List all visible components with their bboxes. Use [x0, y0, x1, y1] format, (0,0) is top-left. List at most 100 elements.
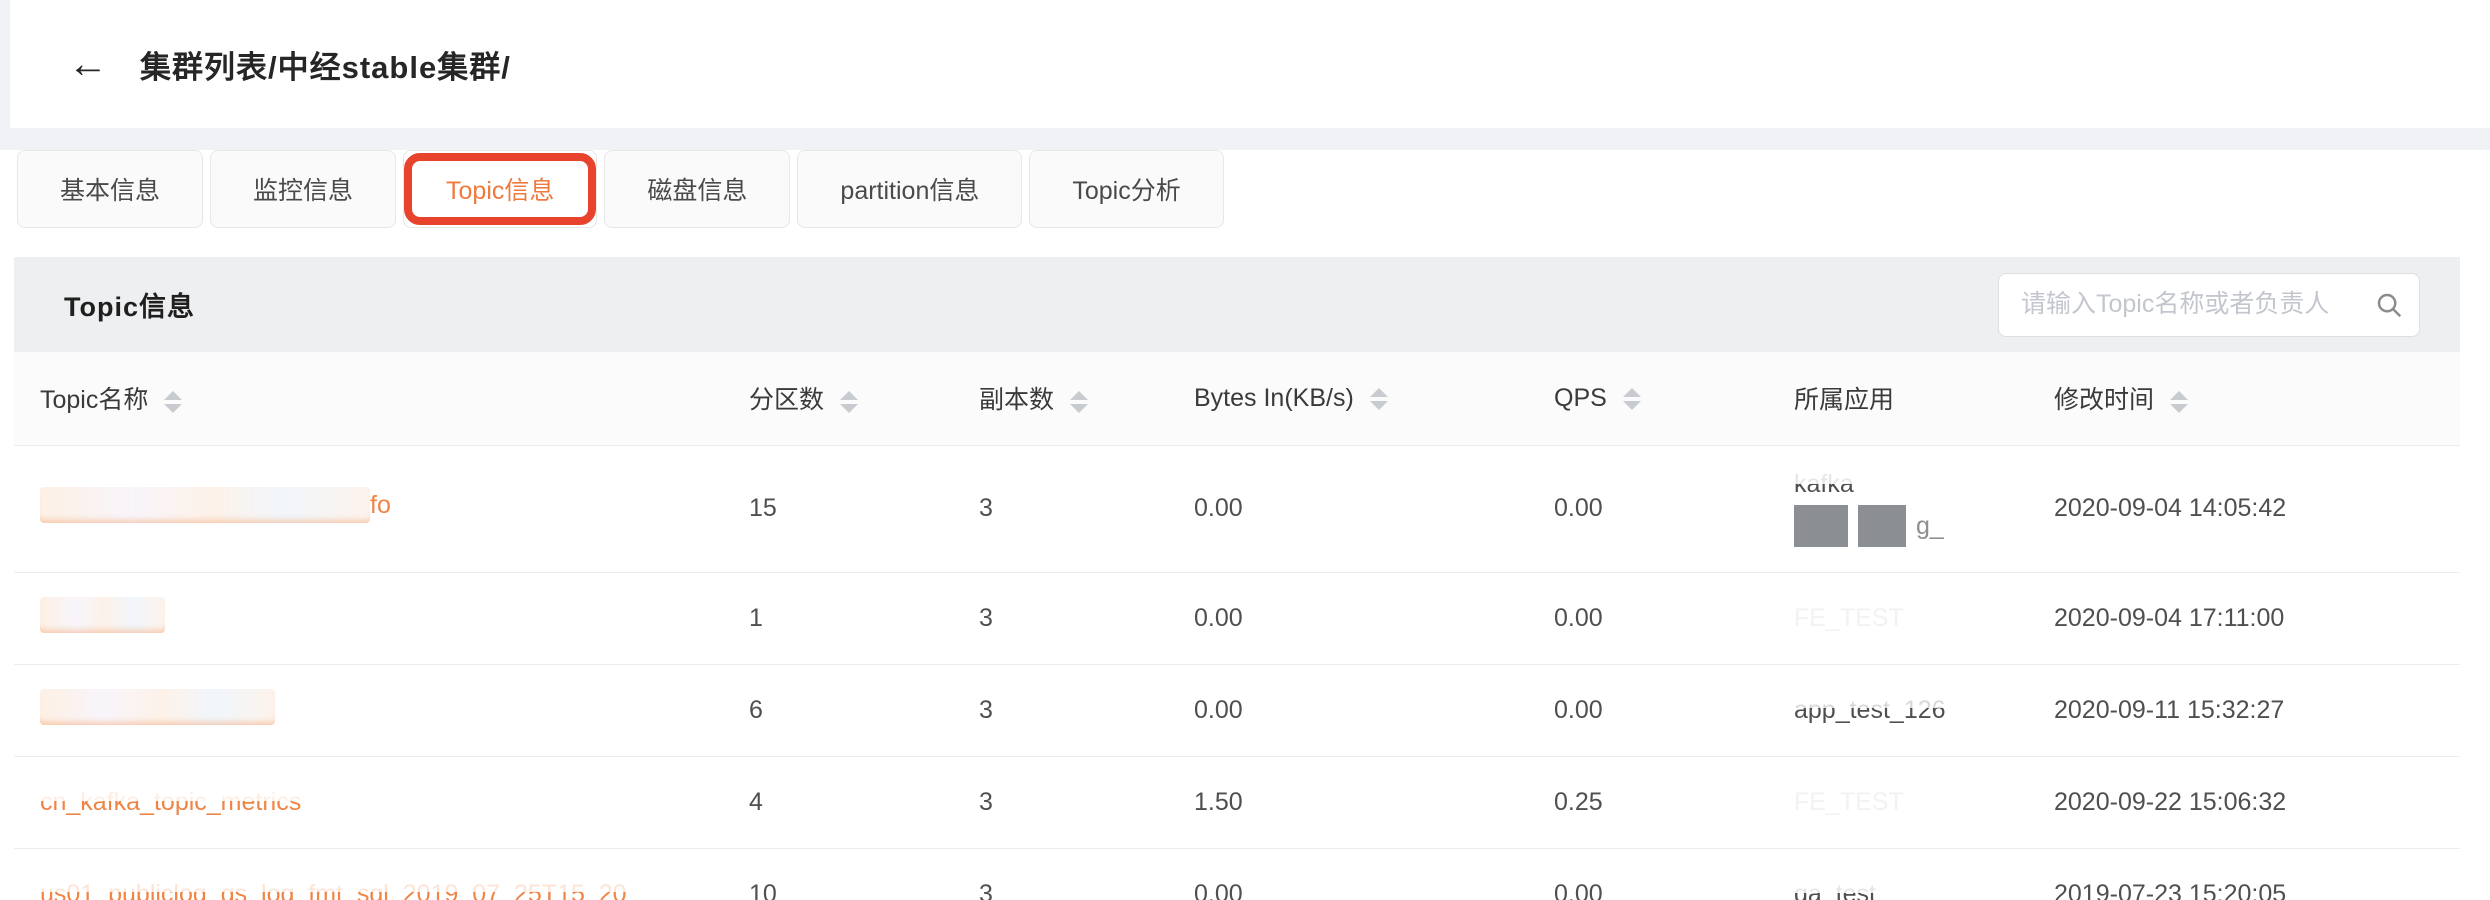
- table-row: cn_kafka_topic_metrics 4 3 1.50 0.25 FE_TEST 2…: [14, 756, 2460, 849]
- redaction-block: [1794, 505, 1848, 547]
- app-cell: app_test_126: [1774, 664, 2034, 757]
- replicas-cell: 3: [959, 572, 1174, 665]
- search-icon[interactable]: [2374, 290, 2404, 320]
- tabs-bar: 基本信息 监控信息 Topic信息 磁盘信息 partition信息 Topic分析: [0, 150, 2490, 228]
- app-name: FE_TEST: [1788, 600, 1910, 632]
- topic-link[interactable]: [40, 596, 165, 633]
- left-gutter: [0, 0, 10, 150]
- column-header-1[interactable]: 分区数: [729, 352, 959, 446]
- partitions-cell: 15: [729, 445, 959, 573]
- sort-icon[interactable]: [1070, 390, 1089, 413]
- column-header-6[interactable]: 修改时间: [2034, 352, 2460, 446]
- topic-name-cell: [14, 664, 729, 757]
- column-label: Bytes In(KB/s): [1194, 383, 1354, 412]
- topic-link[interactable]: cn_kafka_topic_metrics: [33, 781, 308, 817]
- partitions-cell: 4: [729, 756, 959, 849]
- topic-name-cell: [14, 572, 729, 665]
- topic-link[interactable]: fo: [40, 487, 391, 523]
- modified-time-cell: 2020-09-04 14:05:42: [2034, 445, 2460, 573]
- sort-icon[interactable]: [1369, 388, 1388, 411]
- qps-cell: 0.00: [1534, 848, 1774, 900]
- annotation-highlight: [404, 153, 597, 225]
- column-label: 副本数: [979, 386, 1055, 415]
- tab-Topic分析[interactable]: Topic分析: [1029, 150, 1224, 228]
- tab-磁盘信息[interactable]: 磁盘信息: [604, 150, 791, 228]
- tab-partition信息[interactable]: partition信息: [797, 150, 1023, 228]
- column-header-2[interactable]: 副本数: [959, 352, 1174, 446]
- modified-time-cell: 2020-09-22 15:06:32: [2034, 756, 2460, 849]
- column-label: 所属应用: [1794, 386, 1895, 415]
- app-cell: kafka g_: [1774, 445, 2034, 573]
- tab-监控信息[interactable]: 监控信息: [210, 150, 397, 228]
- header-divider-band: [0, 128, 2490, 150]
- sort-icon[interactable]: [840, 390, 859, 413]
- topic-link[interactable]: us01_publiclog_gs_log_fmt_sql_2019_07_25…: [34, 873, 633, 900]
- replicas-cell: 3: [959, 756, 1174, 849]
- tab-基本信息[interactable]: 基本信息: [17, 150, 204, 228]
- bytes-in-cell: 0.00: [1174, 848, 1534, 900]
- column-header-5: 所属应用: [1774, 352, 2034, 446]
- topic-visible-fragment: fo: [370, 490, 391, 519]
- sort-icon[interactable]: [2170, 390, 2189, 413]
- topic-name-cell: fo: [14, 445, 729, 573]
- qps-cell: 0.00: [1534, 445, 1774, 573]
- topic-link[interactable]: [40, 688, 275, 725]
- topic-text: us01_publiclog_gs_log_fmt_sql_2019_07_25…: [34, 873, 633, 900]
- app-cell: qa_test: [1774, 848, 2034, 900]
- redaction-smudge: [40, 487, 370, 523]
- bytes-in-cell: 0.00: [1174, 572, 1534, 665]
- column-label: 修改时间: [2054, 386, 2155, 415]
- replicas-cell: 3: [959, 848, 1174, 900]
- app-name: kafka: [1788, 463, 1860, 498]
- column-label: 分区数: [749, 386, 825, 415]
- column-header-3[interactable]: Bytes In(KB/s): [1174, 352, 1534, 446]
- redaction-smudge: [40, 596, 165, 633]
- table-row: 1 3 0.00 0.00 FE_TEST 2020-09-04 17:11:00: [14, 572, 2460, 665]
- tab-Topic信息[interactable]: Topic信息: [403, 150, 598, 228]
- app-name: app_test_126: [1788, 689, 1952, 724]
- partitions-cell: 10: [729, 848, 959, 900]
- panel-title: Topic信息: [64, 292, 195, 322]
- table-row: 6 3 0.00 0.00 app_test_126 2020-09-11 15:32:2…: [14, 664, 2460, 757]
- search-box: [1998, 272, 2420, 337]
- topic-info-panel: Topic信息 Topic名称 分区数 副本数 Bytes In(KB/s) QPS 所属…: [14, 257, 2460, 900]
- qps-cell: 0.00: [1534, 572, 1774, 665]
- app-cell: FE_TEST: [1774, 572, 2034, 665]
- column-header-0[interactable]: Topic名称: [14, 352, 729, 446]
- redaction-block: [1858, 505, 1906, 547]
- page-title: 集群列表/中经stable集群/: [140, 49, 511, 85]
- back-icon[interactable]: ←: [68, 42, 108, 86]
- topic-name-cell: cn_kafka_topic_metrics: [14, 756, 729, 849]
- topic-text: cn_kafka_topic_metrics: [33, 781, 308, 816]
- modified-time-cell: 2020-09-04 17:11:00: [2034, 572, 2460, 665]
- partitions-cell: 1: [729, 572, 959, 665]
- sort-icon[interactable]: [1622, 388, 1641, 411]
- app-name: FE_TEST: [1788, 784, 1910, 816]
- modified-time-cell: 2020-09-11 15:32:27: [2034, 664, 2460, 757]
- table-row: us01_publiclog_gs_log_fmt_sql_2019_07_25…: [14, 848, 2460, 900]
- replicas-cell: 3: [959, 445, 1174, 573]
- search-input[interactable]: [1998, 272, 2420, 337]
- app-visible-fragment: g_: [1916, 511, 1944, 540]
- column-header-4[interactable]: QPS: [1534, 352, 1774, 446]
- app-cell: FE_TEST: [1774, 756, 2034, 849]
- column-label: QPS: [1554, 383, 1607, 412]
- bytes-in-cell: 1.50: [1174, 756, 1534, 849]
- qps-cell: 0.00: [1534, 664, 1774, 757]
- modified-time-cell: 2019-07-23 15:20:05: [2034, 848, 2460, 900]
- panel-header: Topic信息: [14, 257, 2460, 352]
- app-name: qa_test: [1787, 873, 1883, 900]
- replicas-cell: 3: [959, 664, 1174, 757]
- bytes-in-cell: 0.00: [1174, 664, 1534, 757]
- sort-icon[interactable]: [164, 390, 183, 413]
- qps-cell: 0.25: [1534, 756, 1774, 849]
- redaction-smudge: [40, 688, 275, 725]
- partitions-cell: 6: [729, 664, 959, 757]
- app-redacted-line: g_: [1794, 505, 2034, 547]
- column-label: Topic名称: [40, 386, 149, 415]
- topic-name-cell: us01_publiclog_gs_log_fmt_sql_2019_07_25…: [14, 848, 729, 900]
- bytes-in-cell: 0.00: [1174, 445, 1534, 573]
- topic-table: Topic名称 分区数 副本数 Bytes In(KB/s) QPS 所属应用 修改时间 f…: [14, 352, 2460, 900]
- table-header-row: Topic名称 分区数 副本数 Bytes In(KB/s) QPS 所属应用 修改时间: [14, 352, 2460, 446]
